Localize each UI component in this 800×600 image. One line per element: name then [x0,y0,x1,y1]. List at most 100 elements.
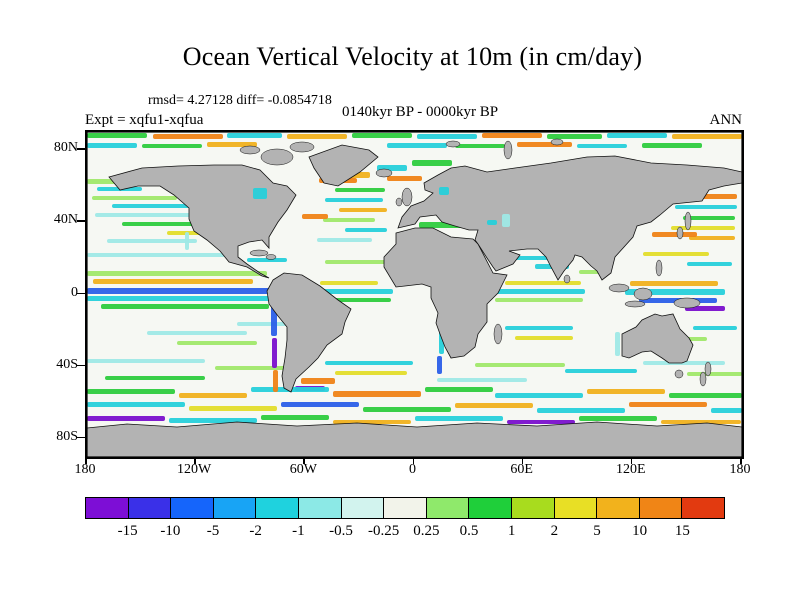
colorbar-tick-label: -5 [206,523,220,539]
field-streak [675,205,737,209]
colorbar-segment [171,498,214,518]
colorbar-segment [86,498,129,518]
field-streak [387,143,447,148]
landmass-greenland [308,144,379,187]
field-streak [415,416,503,421]
field-streak [547,134,602,139]
field-streak [147,331,247,335]
field-streak [92,196,177,200]
field-streak [661,420,741,424]
field-streak [153,134,223,139]
lon-tick-label: 120E [616,462,646,477]
field-streak [505,326,573,330]
field-streak [482,133,542,138]
field-streak [425,387,493,392]
lat-tick-label: 80N [53,140,78,156]
field-streak [142,144,202,148]
island-ireland [395,197,403,207]
island-new-zealand-south [699,371,707,387]
island-new-zealand-north [704,361,712,377]
field-streak [261,415,329,420]
field-streak [87,271,267,276]
field-streak [505,281,581,285]
colorbar-tick-label: 2 [550,523,559,539]
colorbar-segment [682,498,724,518]
period-line: 0140kyr BP - 0000kyr BP [341,104,499,120]
field-streak [339,208,387,212]
field-streak [325,198,383,202]
colorbar-segment [256,498,299,518]
field-streak [652,232,697,237]
field-streak [87,133,147,138]
field-streak [302,214,328,219]
field-streak [689,236,735,240]
island-arctic-archipelago [289,141,315,153]
field-streak [253,188,267,199]
field-streak [237,322,297,326]
field-streak [185,232,189,250]
lon-tick-label: 0 [409,462,416,477]
field-streak [101,304,269,309]
field-streak [177,341,257,345]
lat-tick-mark [77,436,85,439]
lat-tick-label: 80S [56,428,78,444]
colorbar [85,497,725,519]
landmass-australia [621,313,694,364]
field-streak [683,216,735,220]
colorbar-segment [128,498,172,518]
colorbar-tick-label: -2 [249,523,262,539]
field-streak [643,361,725,365]
field-streak [320,281,378,285]
lat-tick-label: 40S [56,356,78,372]
lon-tick-mark [740,457,742,464]
field-streak [417,134,477,139]
lon-tick-label: 60E [510,462,533,477]
landmass-north-america [108,164,297,279]
island-severnaya [550,138,564,146]
field-streak [495,298,583,302]
colorbar-tick-label: 5 [593,523,601,539]
colorbar-segment [213,498,257,518]
field-streak [687,372,742,376]
colorbar-segment [426,498,470,518]
field-streak [455,403,533,408]
field-streak [507,420,575,424]
field-streak [579,416,657,421]
field-streak [207,142,257,147]
lon-tick-mark [630,457,633,464]
field-streak [87,402,185,407]
lon-tick-label: 120W [177,462,212,477]
island-britain [401,187,413,207]
colorbar-segment [511,498,555,518]
lat-tick-label: 0 [71,284,78,300]
island-borneo [633,287,653,301]
colorbar-labels: -15 -10 -5 -2 -1 -0.5 -0.25 0.25 0.5 1 2 5 10 15 [85,523,725,541]
field-streak [642,143,702,148]
field-streak [281,402,359,407]
field-streak [363,407,451,412]
field-streak [387,176,422,181]
island-tasmania [674,369,684,379]
field-streak [577,144,627,148]
colorbar-tick-label: 0.5 [459,523,479,539]
lon-tick-mark [412,457,414,464]
island-iceland [375,168,393,178]
field-streak [537,408,625,413]
colorbar-segment [384,498,427,518]
field-streak [502,214,510,227]
colorbar-segment [554,498,598,518]
field-streak [112,204,207,208]
field-streak [607,133,667,138]
field-streak [587,389,665,394]
field-streak [669,393,742,398]
field-streak [345,228,387,232]
field-streak [93,279,253,284]
field-streak [711,408,742,413]
world-map [87,132,742,457]
colorbar-segment [597,498,640,518]
lon-tick-mark [85,457,87,464]
field-streak [335,371,407,375]
colorbar-tick-label: 0.25 [413,523,440,539]
figure-title: Ocean Vertical Velocity at 10m (in cm/da… [182,42,643,71]
colorbar-segment [639,498,683,518]
